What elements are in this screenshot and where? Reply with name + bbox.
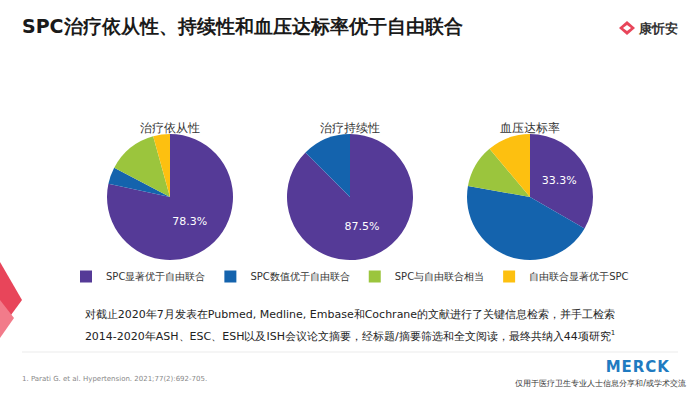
svg-text:治疗持续性: 治疗持续性 [320, 121, 380, 135]
svg-text:SPC显著优于自由联合: SPC显著优于自由联合 [106, 271, 205, 282]
svg-text:血压达标率: 血压达标率 [500, 121, 560, 135]
html-text:1. Parati G. et al. Hypertensi: 1. Parati G. et al. Hypertension. 2021;7… [22, 375, 208, 383]
svg-text:87.5%: 87.5% [345, 220, 380, 233]
html-text:仅用于医疗卫生专业人士信息分享和/或学术交流: 仅用于医疗卫生专业人士信息分享和/或学术交流 [515, 379, 686, 388]
html-text:2014-2020年ASH、ESC、ESH以及ISH会议论文: 2014-2020年ASH、ESC、ESH以及ISH会议论文摘要，经标题/摘要筛… [84, 329, 616, 343]
html-text:SPC治疗依从性、持续性和血压达标率优于自由联合: SPC治疗依从性、持续性和血压达标率优于自由联合 [22, 15, 463, 37]
html-text:对截止2020年7月发表在Pubmed, Medline,: 对截止2020年7月发表在Pubmed, Medline, Embase和Coc… [84, 308, 616, 321]
svg-text:SPC与自由联合相当: SPC与自由联合相当 [395, 271, 484, 282]
svg-text:自由联合显著优于SPC: 自由联合显著优于SPC [529, 271, 628, 282]
svg-text:78.3%: 78.3% [172, 215, 207, 228]
svg-text:33.3%: 33.3% [542, 174, 577, 187]
html-text:MERCK: MERCK [605, 358, 670, 376]
svg-text:SPC数值优于自由联合: SPC数值优于自由联合 [250, 271, 349, 282]
svg-text:治疗依从性: 治疗依从性 [140, 121, 200, 135]
html-text:康忻安: 康忻安 [639, 21, 678, 36]
